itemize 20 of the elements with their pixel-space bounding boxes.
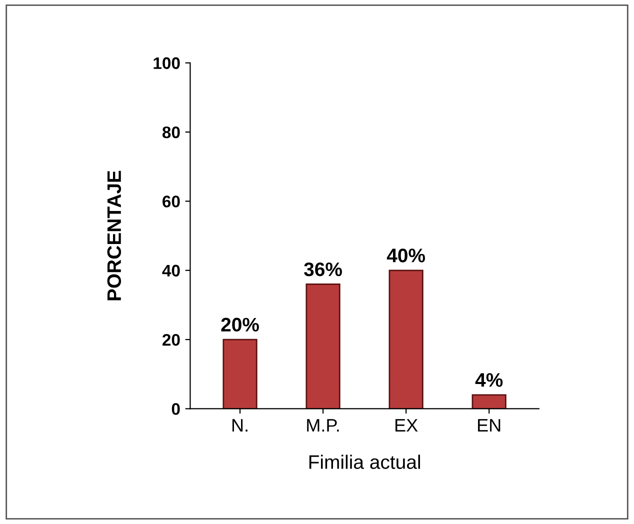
x-tick-label: EX <box>396 419 418 432</box>
data-label: 36% <box>304 262 342 276</box>
y-tick-label: 0 <box>172 403 180 415</box>
x-tick-label: EN <box>478 419 500 432</box>
x-tick-label: M.P. <box>307 419 339 432</box>
x-tick-label: N. <box>232 419 248 432</box>
bar <box>472 394 506 409</box>
y-tick-label: 100 <box>154 57 180 70</box>
bar <box>306 284 340 409</box>
x-axis-title: Fimilia actual <box>309 454 420 469</box>
y-tick-label: 60 <box>162 196 180 208</box>
bar <box>222 338 258 409</box>
y-tick-label: 40 <box>162 264 180 277</box>
y-axis-title: PORCENTAJE <box>107 170 122 300</box>
data-label: 4% <box>475 373 503 387</box>
data-label: 20% <box>221 318 259 332</box>
y-tick-label: 80 <box>162 126 180 138</box>
y-tick-label: 20 <box>162 334 180 346</box>
data-label: 40% <box>386 248 426 262</box>
bar <box>388 270 424 409</box>
